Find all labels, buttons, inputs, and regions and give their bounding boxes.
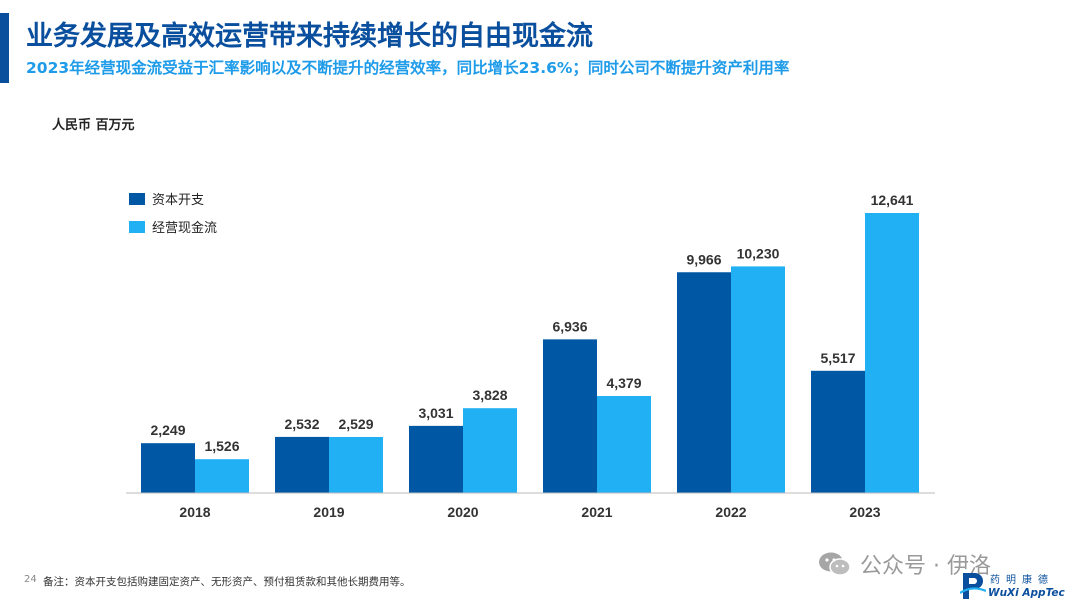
footnote: 备注：资本开支包括购建固定资产、无形资产、预付租赁款和其他长期费用等。 xyxy=(43,576,411,588)
bar-capex-2022 xyxy=(677,272,731,493)
data-label-capex-2019: 2,532 xyxy=(284,416,319,432)
data-label-operating-cash-flow-2022: 10,230 xyxy=(737,245,780,261)
x-tick-label-2022: 2022 xyxy=(715,504,746,520)
x-tick-label-2023: 2023 xyxy=(849,504,880,520)
data-label-capex-2023: 5,517 xyxy=(820,350,855,366)
data-label-operating-cash-flow-2019: 2,529 xyxy=(338,416,373,432)
bar-capex-2018 xyxy=(141,443,195,493)
legend-label-operating-cash-flow: 经营现金流 xyxy=(152,220,217,236)
data-label-operating-cash-flow-2018: 1,526 xyxy=(204,438,239,454)
page-number: 24 xyxy=(24,574,37,585)
x-tick-label-2021: 2021 xyxy=(581,504,612,520)
logo-chinese-text: 药明康德 xyxy=(990,575,1054,586)
title-accent-bar xyxy=(0,13,9,83)
unit-label: 人民币 百万元 xyxy=(52,118,135,133)
page-subtitle: 2023年经营现金流受益于汇率影响以及不断提升的经营效率，同比增长23.6%；同… xyxy=(26,59,790,77)
data-label-operating-cash-flow-2020: 3,828 xyxy=(472,387,507,403)
bar-capex-2019 xyxy=(275,436,329,493)
x-tick-label-2019: 2019 xyxy=(313,504,344,520)
bar-operating-cash-flow-2021 xyxy=(597,396,651,493)
logo-english-text: WuXi AppTec xyxy=(988,587,1065,599)
bar-capex-2021 xyxy=(543,339,597,493)
legend-swatch-operating-cash-flow xyxy=(129,221,145,233)
data-label-operating-cash-flow-2023: 12,641 xyxy=(871,192,914,208)
bar-capex-2020 xyxy=(409,425,463,493)
wechat-icon xyxy=(819,552,851,576)
data-label-capex-2021: 6,936 xyxy=(552,318,587,334)
bar-operating-cash-flow-2018 xyxy=(195,459,249,493)
data-label-operating-cash-flow-2021: 4,379 xyxy=(606,375,641,391)
wuxi-logo-icon xyxy=(960,573,986,599)
bar-operating-cash-flow-2019 xyxy=(329,436,383,493)
data-label-capex-2018: 2,249 xyxy=(150,422,185,438)
data-label-capex-2020: 3,031 xyxy=(418,405,453,421)
x-tick-label-2020: 2020 xyxy=(447,504,478,520)
bar-operating-cash-flow-2022 xyxy=(731,266,785,493)
legend-swatch-capex xyxy=(129,193,145,205)
legend-label-capex: 资本开支 xyxy=(152,193,204,208)
data-label-capex-2022: 9,966 xyxy=(686,251,721,267)
company-logo: 药明康德 WuXi AppTec xyxy=(960,571,1072,603)
x-tick-label-2018: 2018 xyxy=(179,504,210,520)
bar-operating-cash-flow-2023 xyxy=(865,213,919,493)
page-title: 业务发展及高效运营带来持续增长的自由现金流 xyxy=(26,21,593,52)
bar-capex-2023 xyxy=(811,370,865,493)
bar-operating-cash-flow-2020 xyxy=(463,408,517,493)
